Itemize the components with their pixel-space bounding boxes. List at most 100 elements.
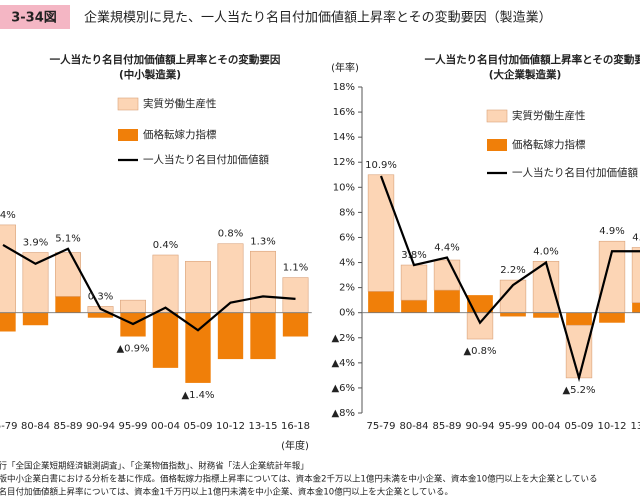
y-tick-label: 0%: [339, 308, 355, 319]
x-tick-label: 10-12: [216, 421, 245, 432]
bar: [632, 302, 640, 313]
legend-swatch: [487, 139, 507, 151]
x-tick-label: 80-84: [399, 421, 428, 432]
legend-label: 実質労働生産性: [143, 97, 217, 110]
x-tick-label: 90-94: [86, 421, 115, 432]
data-label: 1.1%: [283, 263, 308, 274]
line: [379, 175, 640, 383]
figure-number-box: [0, 5, 70, 29]
x-tick-label: 85-89: [432, 421, 461, 432]
x-tick-label: 75-79: [0, 421, 18, 432]
data-label: 5.4%: [0, 210, 16, 221]
bar: [400, 264, 428, 301]
x-tick-label: 95-99: [498, 421, 527, 432]
bar: [22, 312, 49, 326]
bar: [500, 312, 526, 317]
y-tick-label: ▲2%: [331, 333, 355, 344]
x-tick-label: 95-99: [118, 421, 147, 432]
bar: [631, 247, 640, 303]
y-tick-label: 14%: [333, 132, 355, 143]
y-tick-label: ▲8%: [331, 408, 355, 419]
bar: [0, 312, 16, 332]
bar: [22, 252, 49, 313]
x-tick-label: 80-84: [21, 421, 50, 432]
chart-title: 一人当たり名目付加価値額上昇率とその変動要因: [425, 53, 640, 66]
legend-swatch: [486, 109, 508, 123]
bar: [250, 312, 276, 360]
bar: [152, 254, 179, 313]
bar: [401, 300, 427, 313]
note: 銀行「全国企業短期経済観測調査」、「企業物価指数」、財務省「法人企業統計年報」: [0, 461, 309, 472]
x-tick-label: 13-15: [248, 421, 277, 432]
y-tick-label: 12%: [333, 157, 355, 168]
data-label: 4.4%: [434, 243, 459, 254]
data-label: 4.9%: [599, 226, 624, 237]
figure-number: 3-34図: [11, 11, 57, 26]
bar: [0, 224, 16, 313]
chart-title: 一人当たり名目付加価値額上昇率とその変動要因: [50, 53, 281, 66]
legend-swatch: [118, 129, 138, 141]
data-label: ▲0.9%: [116, 344, 149, 355]
y-tick-label: 2%: [339, 283, 355, 294]
data-label: ▲1.4%: [181, 390, 214, 401]
bar: [282, 312, 309, 337]
legend-label: 価格転嫁力指標: [512, 138, 586, 151]
bar: [55, 296, 81, 313]
bar: [566, 312, 592, 326]
y-tick-label: 16%: [333, 107, 355, 118]
data-label: 3.9%: [23, 238, 48, 249]
data-label: 0.8%: [218, 229, 243, 240]
x-tick-label: 05-09: [564, 421, 593, 432]
data-label: 1.3%: [250, 236, 275, 247]
bar: [250, 250, 276, 313]
bar: [599, 312, 625, 323]
x-tick-label: 16-18: [281, 421, 310, 432]
y-tick-label: 10%: [333, 182, 355, 193]
bar: [282, 277, 309, 313]
y-tick-label: 4%: [339, 258, 355, 269]
data-label: 4.9%: [632, 232, 640, 243]
bar: [217, 312, 244, 360]
data-label: 0.4%: [153, 240, 178, 251]
data-label: 3.8%: [401, 250, 426, 261]
y-tick-label: 6%: [339, 232, 355, 243]
legend-swatch: [117, 97, 139, 111]
data-label: 0.3%: [88, 291, 113, 302]
legend-label: 実質労働生産性: [512, 109, 586, 122]
legend-label: 一人当たり名目付加価値額: [143, 153, 269, 166]
bar: [55, 252, 81, 297]
x-tick-label: 10-12: [597, 421, 626, 432]
data-label: ▲0.8%: [463, 346, 496, 357]
bar: [565, 324, 593, 379]
y-axis-label: (年率): [331, 61, 359, 74]
bar: [434, 290, 460, 313]
bar: [120, 299, 146, 313]
data-label: 5.1%: [55, 234, 80, 245]
data-label: ▲5.2%: [562, 385, 595, 396]
bar: [152, 312, 179, 368]
y-tick-label: ▲6%: [331, 383, 355, 394]
data-label: 2.2%: [500, 265, 525, 276]
x-tick-label: 85-89: [53, 421, 82, 432]
x-tick-label: 00-04: [151, 421, 180, 432]
y-tick-label: ▲4%: [331, 358, 355, 369]
x-tick-label: 13-15: [630, 421, 640, 432]
x-axis-label: (年度): [281, 439, 309, 452]
bar: [466, 312, 494, 340]
data-label: 10.9%: [365, 160, 397, 171]
note: 年版中小企業白書における分析を基に作成。価格転嫁力指標上昇率については、資本金2…: [0, 474, 597, 485]
bar: [533, 312, 559, 318]
bar: [367, 174, 395, 292]
note: り名目付加価値額上昇率については、資本金1千万円以上1億円未満を中小企業、資本金…: [0, 487, 453, 498]
y-tick-label: 8%: [339, 207, 355, 218]
line: [2, 244, 296, 332]
x-tick-label: 00-04: [531, 421, 560, 432]
chart-subtitle: (大企業製造業): [489, 68, 562, 81]
data-label: 4.0%: [533, 246, 558, 257]
figure-title: 企業規模別に見た、一人当たり名目付加価値額上昇率とその変動要因（製造業）: [84, 10, 552, 26]
x-tick-label: 05-09: [183, 421, 212, 432]
x-tick-label: 75-79: [366, 421, 395, 432]
legend-label: 価格転嫁力指標: [143, 128, 217, 141]
bar: [368, 291, 394, 313]
